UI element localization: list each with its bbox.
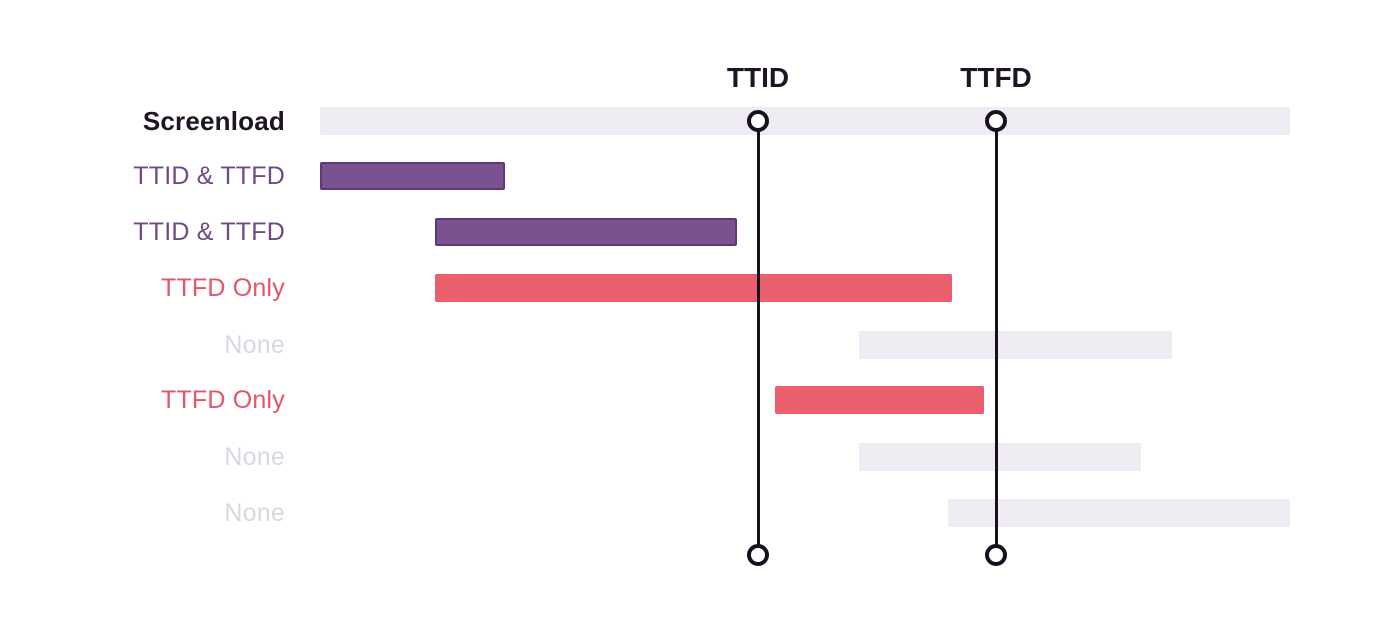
row-label-ttfd-only-3: TTFD Only	[160, 273, 285, 302]
span-bar-4	[859, 331, 1172, 359]
ttid-marker-dot-top	[747, 110, 769, 132]
row-label-none-7: None	[224, 498, 285, 527]
ttfd-marker-label: TTFD	[960, 62, 1032, 93]
row-label-ttid-ttfd-2: TTID & TTFD	[133, 217, 285, 246]
span-bar-7	[948, 499, 1290, 527]
span-bar-5	[775, 386, 984, 414]
row-label-ttfd-only-5: TTFD Only	[160, 385, 285, 414]
ttfd-marker-dot-top	[985, 110, 1007, 132]
row-label-none-4: None	[224, 330, 285, 359]
row-label-screenload-0: Screenload	[142, 105, 285, 136]
ttfd-marker-line	[994, 121, 998, 555]
ttfd-marker-dot-bottom	[985, 544, 1007, 566]
row-label-none-6: None	[224, 442, 285, 471]
row-label-ttid-ttfd-1: TTID & TTFD	[133, 161, 285, 190]
ttid-marker-line	[756, 121, 760, 555]
span-bar-6	[859, 443, 1141, 471]
span-bar-0	[320, 107, 1290, 135]
span-bar-2	[435, 218, 737, 246]
ttid-marker-label: TTID	[726, 62, 790, 93]
ttid-marker-dot-bottom	[747, 544, 769, 566]
span-bar-1	[320, 162, 505, 190]
span-bar-3	[435, 274, 952, 302]
